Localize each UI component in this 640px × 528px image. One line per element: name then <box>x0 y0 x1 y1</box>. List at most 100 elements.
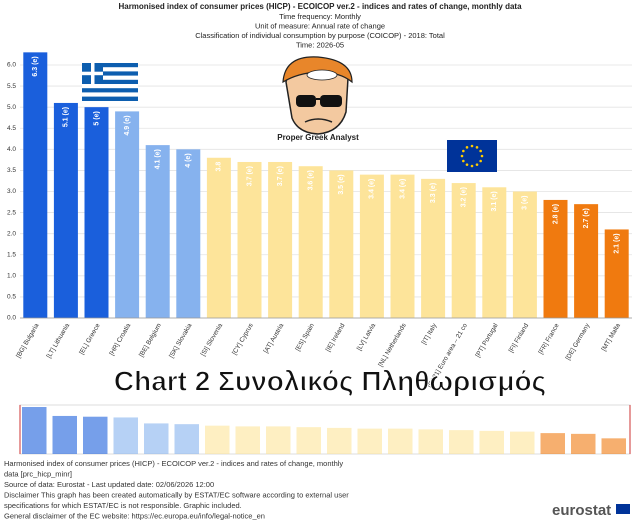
value-label: 3.3 (e) <box>430 183 437 203</box>
bar <box>604 229 629 318</box>
bar <box>482 187 507 318</box>
value-label: 4.1 (e) <box>155 149 162 169</box>
bar <box>237 161 262 318</box>
bar <box>145 145 170 318</box>
bar <box>421 178 446 318</box>
navigator-bar <box>205 425 230 454</box>
navigator-bar <box>479 430 504 454</box>
bar <box>84 107 109 319</box>
navigator-bar <box>174 424 199 454</box>
value-label: 3.2 (e) <box>461 187 468 207</box>
y-tick-label: 5.0 <box>7 104 16 111</box>
eu-star <box>462 149 465 153</box>
value-label: 6.3 (e) <box>32 56 39 76</box>
navigator-bar <box>296 427 321 454</box>
value-label: 3.7 (e) <box>246 166 253 186</box>
navigator-bar <box>144 423 169 454</box>
navigator-bar <box>113 417 138 454</box>
value-label: 4 (e) <box>185 153 192 167</box>
eu-star <box>479 159 482 163</box>
y-tick-label: 4.0 <box>7 146 16 153</box>
footer-text: Harmonised index of consumer prices (HIC… <box>4 459 343 468</box>
eu-star <box>465 146 469 149</box>
footer-text: Disclaimer This graph has been created a… <box>4 490 349 499</box>
navigator-bar <box>327 427 352 454</box>
y-tick-label: 4.5 <box>7 125 16 132</box>
y-tick-label: 3.0 <box>7 188 16 195</box>
subtitle: Time frequency: Monthly <box>279 12 361 21</box>
bar <box>53 102 78 318</box>
eu-star <box>470 164 474 168</box>
navigator-bar <box>266 426 291 454</box>
bar <box>206 157 231 318</box>
navigator-bar <box>52 415 77 454</box>
bar <box>451 183 476 318</box>
subtitle: Classification of individual consumption… <box>195 31 445 40</box>
eu-star <box>475 163 479 166</box>
y-tick-label: 1.0 <box>7 273 16 280</box>
navigator-bar <box>388 428 413 454</box>
bar <box>359 174 384 318</box>
mascot-label: Proper Greek Analyst <box>277 133 359 142</box>
navigator-bar <box>418 429 443 454</box>
navigator-frame <box>19 404 631 455</box>
mascot: Proper Greek Analyst <box>277 56 359 142</box>
bar <box>512 191 537 318</box>
bar <box>543 199 568 318</box>
overlay-caption: Chart 2 Συνολικός Πληθωρισμός <box>114 365 546 396</box>
navigator-bar <box>540 433 565 454</box>
y-tick-label: 2.5 <box>7 209 16 216</box>
subtitle: Unit of measure: Annual rate of change <box>255 21 385 30</box>
y-tick-label: 5.5 <box>7 83 16 90</box>
y-tick-label: 0.5 <box>7 294 16 301</box>
eu-star <box>460 154 464 158</box>
navigator-bar <box>601 438 626 454</box>
navigator-bar <box>571 433 596 454</box>
footer-text: data [prc_hicp_minr] <box>4 469 72 478</box>
bar <box>115 111 140 318</box>
eu-star <box>480 154 484 158</box>
value-label: 3 (e) <box>522 196 529 210</box>
value-label: 3.4 (e) <box>369 179 376 199</box>
value-label: 5.1 (e) <box>63 107 70 127</box>
value-label: 3.6 (e) <box>308 170 315 190</box>
eurostat-logo: eurostat <box>552 502 630 519</box>
eu-star <box>475 146 479 149</box>
eu-star <box>470 144 474 148</box>
navigator-bar <box>449 430 474 454</box>
footer-text: Source of data: Eurostat - Last updated … <box>4 480 214 489</box>
value-label: 3.7 (e) <box>277 166 284 186</box>
eu-star <box>479 149 482 153</box>
navigator-bar <box>83 416 108 454</box>
value-label: 2.1 (e) <box>614 233 621 253</box>
footer-text: General disclaimer of the EC website: ht… <box>4 511 265 520</box>
value-label: 2.8 (e) <box>552 204 559 224</box>
navigator-bar <box>357 428 382 454</box>
eu-star <box>462 159 465 163</box>
value-label: 3.8 <box>216 162 223 172</box>
y-tick-label: 1.5 <box>7 251 16 258</box>
y-tick-label: 6.0 <box>7 62 16 69</box>
navigator-bar <box>510 431 535 454</box>
logo-text: eurostat <box>552 502 611 519</box>
bar <box>23 52 48 318</box>
value-label: 2.7 (e) <box>583 208 590 228</box>
bar <box>329 170 354 318</box>
navigator-bar <box>235 426 260 454</box>
value-label: 3.1 (e) <box>491 191 498 211</box>
y-tick-label: 3.5 <box>7 167 16 174</box>
eu-star <box>465 163 469 166</box>
bar <box>176 149 201 318</box>
bar <box>390 174 415 318</box>
value-label: 4.9 (e) <box>124 115 131 135</box>
bar <box>268 161 293 318</box>
eu-flag <box>447 140 497 172</box>
footer-text: specifications for which ESTAT/EC is not… <box>4 501 242 510</box>
y-tick-label: 2.0 <box>7 230 16 237</box>
chart-title: Harmonised index of consumer prices (HIC… <box>118 2 522 11</box>
value-label: 5 (e) <box>93 111 100 125</box>
value-label: 3.5 (e) <box>338 174 345 194</box>
greek-flag <box>82 63 138 101</box>
bar <box>574 204 599 318</box>
